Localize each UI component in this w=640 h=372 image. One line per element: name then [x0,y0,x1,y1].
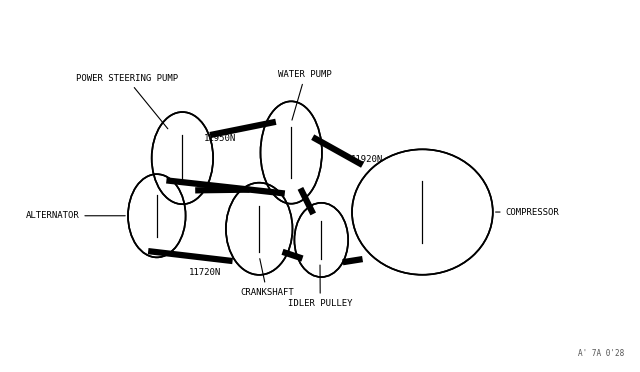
Text: 11720N: 11720N [189,268,221,277]
Text: COMPRESSOR: COMPRESSOR [495,208,559,217]
Text: WATER PUMP: WATER PUMP [278,70,332,120]
Text: POWER STEERING PUMP: POWER STEERING PUMP [76,74,178,129]
Text: 11920N: 11920N [351,155,383,164]
Text: ALTERNATOR: ALTERNATOR [26,211,125,220]
Text: 11950N: 11950N [204,134,236,143]
Text: A' 7A 0'28: A' 7A 0'28 [578,349,624,358]
Text: CRANKSHAFT: CRANKSHAFT [240,259,294,296]
Text: IDLER PULLEY: IDLER PULLEY [288,265,353,308]
